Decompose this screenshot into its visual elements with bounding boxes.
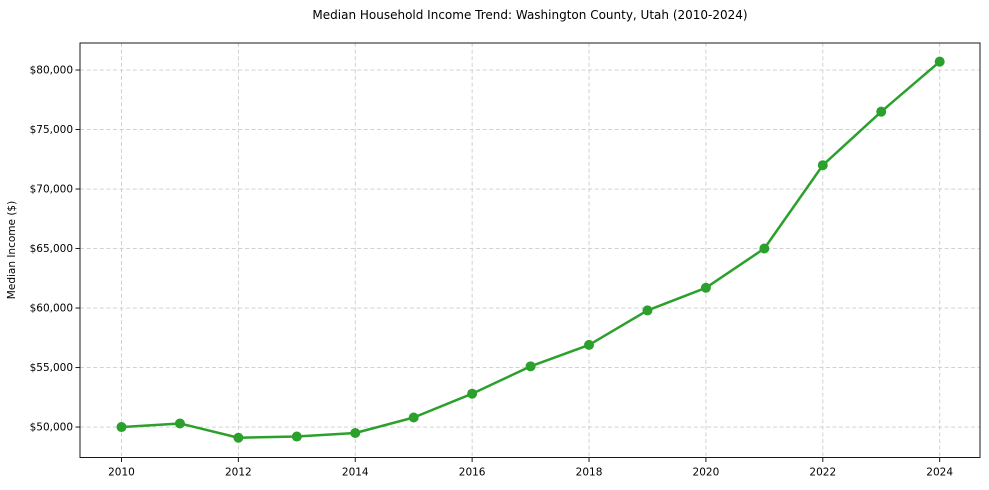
x-tick-label: 2010 (108, 467, 135, 479)
y-tick-label: $50,000 (30, 422, 73, 434)
y-axis-label: Median Income ($) (6, 201, 18, 299)
y-tick-label: $75,000 (30, 124, 73, 136)
data-point-2020 (700, 282, 711, 293)
x-tick-label: 2020 (693, 467, 720, 479)
data-point-2021 (759, 243, 770, 254)
income-trend-line (120, 60, 941, 439)
data-point-2011 (174, 418, 185, 429)
data-point-2016 (467, 388, 478, 399)
y-tick-label: $80,000 (30, 65, 73, 77)
y-tick-label: $60,000 (30, 303, 73, 315)
data-point-2023 (876, 106, 887, 117)
data-point-2017 (525, 361, 536, 372)
data-point-2013 (291, 431, 302, 442)
y-tick-label: $65,000 (30, 243, 73, 255)
plot-border (79, 42, 981, 458)
data-point-2019 (642, 305, 653, 316)
x-tick-label: 2022 (809, 467, 836, 479)
data-point-2012 (233, 432, 244, 443)
data-point-2024 (934, 56, 945, 67)
data-point-2014 (350, 427, 361, 438)
chart-title: Median Household Income Trend: Washingto… (312, 8, 747, 22)
x-tick-label: 2016 (459, 467, 486, 479)
data-point-2022 (817, 160, 828, 171)
x-tick-label: 2014 (342, 467, 369, 479)
data-point-2018 (584, 339, 595, 350)
y-tick-label: $55,000 (30, 362, 73, 374)
x-tick-label: 2024 (926, 467, 953, 479)
data-point-2010 (116, 422, 127, 433)
x-tick-label: 2012 (225, 467, 252, 479)
data-point-2015 (408, 412, 419, 423)
y-tick-label: $70,000 (30, 184, 73, 196)
x-tick-label: 2018 (576, 467, 603, 479)
plot-area: 2010 2012 2014 2016 2018 2020 2022 2024 $50,000 $… (30, 42, 981, 479)
